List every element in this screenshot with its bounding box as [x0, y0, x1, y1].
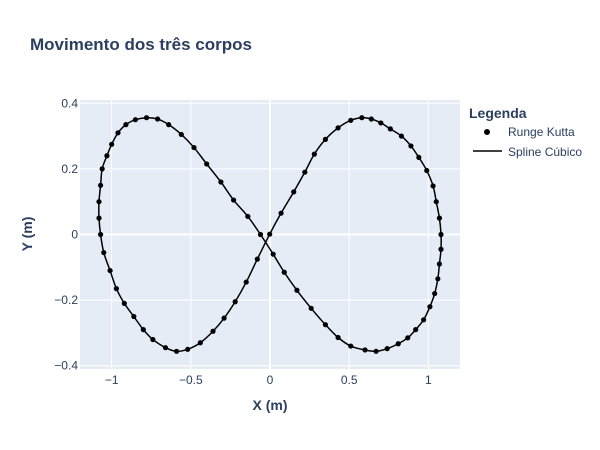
runge-kutta-point — [368, 116, 374, 122]
runge-kutta-point — [416, 154, 422, 161]
runge-kutta-point — [430, 183, 436, 189]
runge-kutta-point — [281, 269, 287, 275]
runge-kutta-point — [348, 343, 354, 349]
x-tick-label: −0.5 — [179, 373, 203, 387]
runge-kutta-point — [115, 130, 121, 136]
runge-kutta-point — [384, 346, 390, 352]
chart-title: Movimento dos três corpos — [30, 35, 252, 54]
x-axis-title: X (m) — [253, 397, 288, 413]
runge-kutta-point — [140, 327, 146, 333]
runge-kutta-point — [267, 231, 273, 237]
runge-kutta-point — [173, 348, 180, 354]
runge-kutta-point — [413, 327, 419, 333]
tick-labels: −1 −0.5 0 0.5 1 −0.4 −0.2 0 0.2 0.4 — [54, 96, 432, 387]
x-tick-label: 1 — [425, 373, 432, 387]
runge-kutta-point — [245, 213, 251, 220]
runge-kutta-point — [131, 313, 137, 320]
y-tick-label: 0.4 — [61, 96, 78, 110]
x-tick-label: 0 — [267, 373, 274, 387]
runge-kutta-point — [257, 231, 264, 238]
runge-kutta-point — [123, 122, 129, 128]
x-tick-label: 0.5 — [341, 373, 358, 387]
runge-kutta-point — [420, 317, 427, 323]
runge-kutta-point — [232, 299, 238, 305]
runge-kutta-point — [436, 215, 443, 221]
runge-kutta-point — [387, 126, 393, 132]
runge-kutta-point — [311, 151, 317, 157]
runge-kutta-point — [398, 133, 405, 139]
runge-kutta-point — [373, 348, 379, 354]
runge-kutta-point — [221, 315, 227, 321]
runge-kutta-point — [204, 161, 210, 167]
runge-kutta-point — [438, 246, 444, 252]
runge-kutta-point — [335, 125, 341, 131]
runge-kutta-point — [162, 345, 169, 351]
runge-kutta-point — [294, 287, 300, 293]
runge-kutta-point — [218, 179, 224, 185]
runge-kutta-point — [197, 340, 203, 346]
runge-kutta-point — [308, 305, 314, 311]
runge-kutta-point — [278, 210, 284, 216]
runge-kutta-point — [395, 341, 401, 347]
runge-kutta-point — [96, 215, 102, 221]
runge-kutta-point — [405, 335, 411, 341]
runge-kutta-point — [97, 231, 104, 238]
y-tick-label: −0.4 — [54, 359, 78, 373]
runge-kutta-point — [178, 131, 184, 138]
runge-kutta-point — [335, 334, 341, 341]
runge-kutta-point — [150, 336, 156, 343]
runge-kutta-point — [191, 144, 197, 151]
runge-kutta-point — [254, 256, 260, 262]
runge-kutta-point — [435, 276, 441, 282]
runge-kutta-point — [270, 251, 276, 257]
legend-label-spline[interactable]: Spline Cúbico — [508, 145, 582, 159]
y-axis-title: Y (m) — [19, 217, 35, 252]
runge-kutta-point — [109, 141, 115, 147]
runge-kutta-point — [322, 322, 329, 328]
runge-kutta-point — [291, 189, 297, 195]
runge-kutta-point — [101, 249, 107, 256]
x-tick-label: −1 — [105, 373, 119, 387]
runge-kutta-point — [302, 169, 308, 175]
runge-kutta-point — [96, 199, 102, 205]
runge-kutta-point — [104, 153, 110, 159]
runge-kutta-point — [432, 290, 438, 297]
runge-kutta-point — [436, 261, 443, 267]
y-tick-label: 0.2 — [61, 162, 78, 176]
runge-kutta-point — [132, 117, 139, 123]
runge-kutta-point — [362, 347, 368, 353]
series-layer — [96, 115, 444, 354]
runge-kutta-point — [166, 122, 172, 128]
runge-kutta-point — [97, 182, 104, 188]
runge-kutta-point — [143, 115, 150, 121]
runge-kutta-point — [348, 117, 354, 123]
runge-kutta-point — [154, 116, 161, 122]
legend-label-runge-kutta[interactable]: Runge Kutta — [508, 125, 575, 139]
y-tick-label: −0.2 — [54, 293, 78, 307]
runge-kutta-point — [424, 167, 430, 174]
legend-marker-runge-kutta — [484, 129, 490, 135]
spline-line — [98, 116, 442, 353]
y-tick-label: 0 — [71, 228, 78, 242]
runge-kutta-point — [438, 231, 444, 238]
runge-kutta-point — [359, 115, 365, 121]
runge-kutta-point — [107, 267, 113, 274]
runge-kutta-point — [210, 328, 216, 334]
runge-kutta-point — [121, 300, 127, 306]
runge-kutta-point — [113, 286, 120, 292]
runge-kutta-point — [427, 304, 433, 310]
legend: Legenda Runge Kutta Spline Cúbico — [469, 105, 582, 159]
runge-kutta-point — [378, 120, 384, 126]
runge-kutta-point — [99, 166, 105, 172]
legend-title: Legenda — [469, 105, 527, 121]
runge-kutta-point — [243, 279, 249, 285]
runge-kutta-point — [322, 136, 329, 142]
runge-kutta-point — [433, 199, 439, 205]
runge-kutta-point — [230, 197, 237, 203]
runge-kutta-point — [408, 143, 414, 149]
runge-kutta-point — [185, 346, 191, 352]
